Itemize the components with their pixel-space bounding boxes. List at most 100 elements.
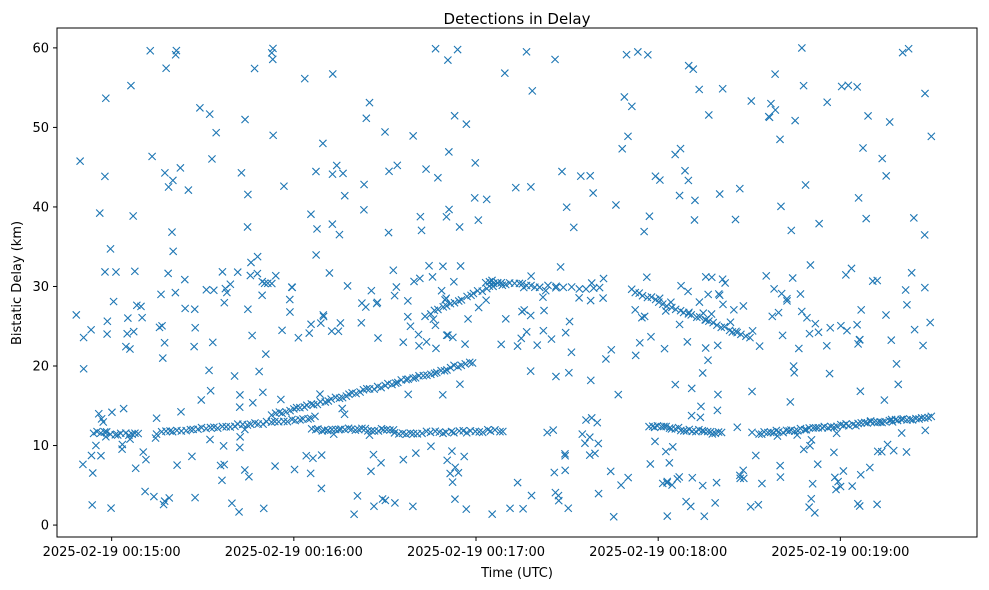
detection-point [745, 333, 754, 342]
detection-point [889, 446, 898, 455]
detection-point [190, 342, 199, 351]
detection-point [306, 469, 315, 478]
detection-point [868, 277, 877, 286]
detection-point [543, 281, 552, 290]
detection-point [854, 419, 863, 428]
detection-point [926, 318, 935, 327]
detection-point [766, 99, 775, 108]
detection-point [739, 474, 748, 483]
detection-point [442, 212, 451, 221]
detection-point [575, 293, 584, 302]
detection-point [432, 368, 441, 377]
detection-point [258, 291, 267, 300]
detection-point [478, 428, 487, 437]
detection-point [802, 313, 811, 322]
detection-point [283, 417, 292, 426]
detection-point [556, 262, 565, 271]
detection-point [712, 478, 721, 487]
detection-point [367, 426, 376, 435]
detection-point [367, 286, 376, 295]
detection-point [351, 426, 360, 435]
detection-point [848, 482, 857, 491]
detection-point [381, 496, 390, 505]
detection-point [181, 304, 190, 313]
detection-point [415, 274, 424, 283]
detection-point [910, 325, 919, 334]
detection-point [312, 250, 321, 259]
detection-point [567, 283, 576, 291]
detection-point [227, 499, 236, 508]
detection-point [731, 215, 740, 224]
detection-point [191, 493, 200, 502]
detection-point [360, 180, 369, 189]
y-tick-label: 20 [32, 360, 49, 375]
detection-point [377, 383, 386, 392]
detection-point [565, 317, 574, 326]
detection-point [126, 435, 135, 444]
detection-point [421, 312, 430, 321]
detection-point [569, 223, 578, 232]
detection-point [497, 278, 506, 287]
detection-point [72, 310, 81, 319]
detection-point [522, 327, 531, 336]
detection-point [319, 311, 328, 319]
detection-point [119, 404, 128, 413]
detection-point [457, 295, 466, 304]
detection-point [268, 44, 277, 53]
detection-point [713, 390, 722, 399]
detection-point [675, 191, 684, 200]
detection-point [151, 434, 160, 443]
detection-point [415, 341, 424, 350]
detection-point [248, 398, 257, 407]
detection-point [593, 418, 602, 427]
detection-point [271, 271, 280, 280]
detection-point [671, 305, 680, 314]
detection-point [335, 394, 344, 403]
detection-point [673, 474, 682, 483]
detection-point [526, 367, 535, 376]
detection-point [807, 494, 816, 503]
detection-point [658, 479, 667, 488]
detection-point [123, 314, 132, 323]
detection-point [171, 288, 180, 297]
detection-point [878, 154, 887, 163]
detection-point [243, 222, 252, 231]
detection-point [263, 279, 272, 288]
detection-point [668, 442, 677, 451]
detection-point [146, 46, 155, 55]
detection-point [403, 296, 412, 305]
detection-point [651, 172, 660, 181]
detection-point [551, 55, 560, 64]
detection-point [357, 424, 366, 433]
detection-point [87, 451, 96, 460]
detection-point [683, 337, 692, 346]
detection-point [551, 283, 560, 292]
detection-point [218, 267, 227, 276]
detection-point [927, 132, 936, 141]
detection-point [390, 498, 399, 507]
detection-point [306, 210, 315, 219]
detection-point [206, 423, 215, 432]
detection-point [661, 447, 670, 456]
detection-point [714, 289, 723, 298]
detection-point [456, 261, 465, 270]
detection-point [253, 252, 262, 261]
detection-point [736, 474, 745, 483]
detection-point [646, 459, 655, 468]
detection-point [160, 168, 169, 177]
detection-point [422, 337, 431, 346]
plot-area-frame [56, 27, 978, 538]
detection-point [402, 375, 411, 384]
detection-point [328, 220, 337, 229]
detection-point [100, 267, 109, 276]
detection-point [438, 390, 447, 399]
detection-point [700, 512, 709, 521]
detection-point [426, 442, 435, 451]
detection-point [374, 334, 383, 343]
detection-point [790, 368, 799, 377]
detection-point [580, 439, 589, 448]
detection-point [921, 89, 930, 98]
detection-point [880, 396, 889, 405]
detection-point [675, 320, 684, 329]
detection-point [787, 226, 796, 235]
